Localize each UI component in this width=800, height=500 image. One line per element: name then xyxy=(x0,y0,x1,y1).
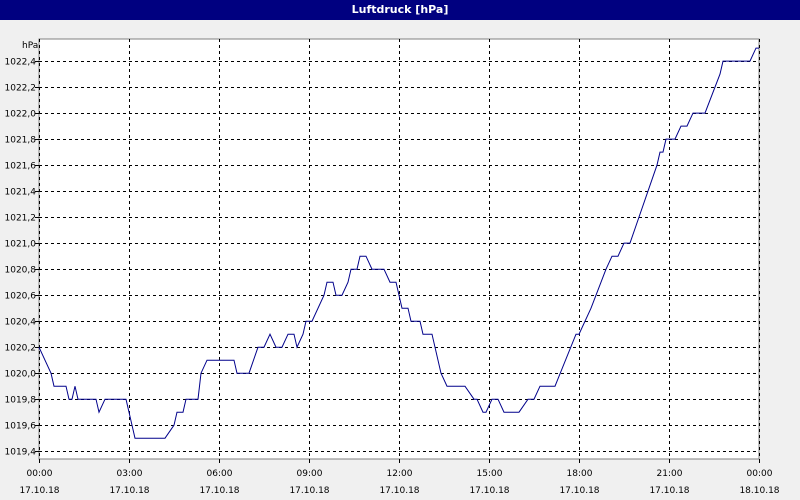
x-tick-date-label: 17.10.18 xyxy=(199,486,239,496)
x-tick-date-label: 18.10.18 xyxy=(739,486,779,496)
x-tick-date-label: 17.10.18 xyxy=(559,486,599,496)
y-tick-label: 1021,0 xyxy=(5,240,37,250)
x-tick-date-label: 17.10.18 xyxy=(289,486,329,496)
x-tick-time-label: 03:00 xyxy=(117,469,143,479)
y-tick-label: 1022,2 xyxy=(5,84,37,94)
y-tick-label: 1019,6 xyxy=(5,422,37,432)
y-tick-label: 1021,6 xyxy=(5,162,37,172)
y-tick-label: 1020,0 xyxy=(5,370,37,380)
y-tick-label: 1021,4 xyxy=(5,188,37,198)
x-tick-time-label: 21:00 xyxy=(657,469,683,479)
x-tick-time-label: 12:00 xyxy=(387,469,413,479)
x-tick-time-label: 15:00 xyxy=(477,469,503,479)
x-tick-date-label: 17.10.18 xyxy=(379,486,419,496)
y-axis-unit-label: hPa xyxy=(22,41,38,51)
series-group xyxy=(38,47,759,439)
y-tick-label: 1019,4 xyxy=(5,448,37,458)
y-tick-label: 1019,8 xyxy=(5,396,37,406)
y-tick-label: 1022,0 xyxy=(5,110,37,120)
y-tick-label: 1021,2 xyxy=(5,214,37,224)
x-tick-time-label: 00:00 xyxy=(747,469,773,479)
x-tick-time-label: 06:00 xyxy=(207,469,233,479)
y-tick-label: 1022,4 xyxy=(5,58,37,68)
x-axis-ticks: 00:00 17.10.18 03:00 17.10.18 06:00 17.10.18 0… xyxy=(19,459,780,496)
x-tick-date-label: 17.10.18 xyxy=(109,486,149,496)
x-tick-time-label: 00:00 xyxy=(27,469,53,479)
y-tick-label: 1020,2 xyxy=(5,344,37,354)
y-tick-label: 1020,6 xyxy=(5,292,37,302)
x-tick-time-label: 09:00 xyxy=(297,469,323,479)
y-tick-label: 1020,8 xyxy=(5,266,37,276)
x-tick-date-label: 17.10.18 xyxy=(469,486,509,496)
x-tick-date-label: 17.10.18 xyxy=(649,486,689,496)
x-tick-time-label: 18:00 xyxy=(567,469,593,479)
y-tick-label: 1020,4 xyxy=(5,318,37,328)
x-tick-date-label: 17.10.18 xyxy=(19,486,59,496)
chart-title: Luftdruck [hPa] xyxy=(0,0,800,20)
pressure-series-line xyxy=(38,47,759,439)
y-axis-ticks: 1019,4 1019,6 1019,8 1020,0 1020,2 1020,4 1020… xyxy=(5,58,39,458)
y-tick-label: 1021,8 xyxy=(5,136,37,146)
